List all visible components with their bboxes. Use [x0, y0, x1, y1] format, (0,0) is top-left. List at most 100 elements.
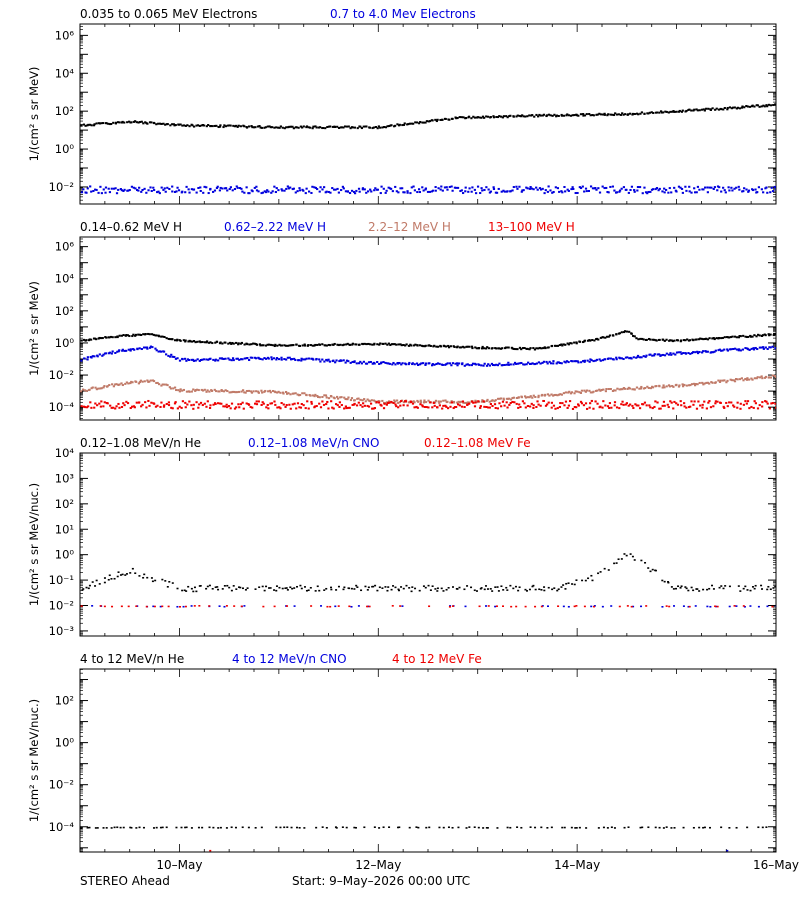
- data-point: [629, 403, 632, 406]
- data-point: [677, 385, 681, 388]
- data-point: [552, 360, 555, 363]
- data-point: [478, 605, 481, 608]
- data-point: [649, 338, 652, 341]
- data-point: [244, 588, 247, 591]
- data-point: [98, 583, 101, 585]
- data-point: [155, 334, 158, 337]
- data-point: [132, 120, 136, 123]
- data-point: [434, 189, 437, 192]
- data-point: [292, 187, 295, 190]
- data-point: [774, 585, 776, 587]
- data-point: [542, 113, 546, 116]
- data-point: [501, 400, 505, 403]
- data-point: [723, 379, 726, 382]
- data-point: [184, 124, 187, 127]
- data-point: [662, 338, 665, 341]
- data-point: [635, 356, 638, 359]
- data-point: [311, 344, 314, 347]
- data-point: [217, 827, 220, 829]
- data-point: [316, 343, 319, 346]
- data-point: [415, 362, 419, 365]
- data-point: [429, 344, 432, 347]
- data-point: [739, 407, 742, 410]
- data-point: [643, 112, 646, 115]
- data-point: [627, 113, 630, 116]
- data-point: [418, 363, 422, 366]
- data-point: [184, 191, 187, 194]
- data-point: [774, 333, 776, 336]
- data-point: [589, 358, 592, 361]
- data-point: [511, 347, 514, 350]
- data-point: [506, 826, 509, 829]
- legend-entry: 0.12–1.08 MeV/n CNO: [248, 436, 379, 450]
- data-point: [575, 827, 578, 829]
- data-point: [743, 605, 746, 608]
- data-point: [670, 353, 673, 356]
- data-point: [531, 362, 534, 365]
- data-point: [356, 397, 359, 400]
- data-point: [114, 351, 117, 354]
- data-point: [130, 185, 134, 188]
- data-point: [648, 337, 651, 340]
- data-point: [145, 346, 149, 349]
- data-point: [402, 344, 405, 347]
- data-point: [153, 122, 156, 125]
- data-point: [756, 376, 759, 379]
- data-point: [617, 558, 620, 561]
- data-point: [647, 112, 650, 115]
- data-point: [520, 826, 523, 829]
- data-point: [515, 115, 518, 118]
- data-point: [673, 400, 676, 403]
- data-point: [195, 590, 198, 593]
- data-point: [327, 190, 330, 193]
- data-point: [362, 360, 365, 363]
- data-point: [599, 405, 602, 408]
- data-point: [239, 586, 242, 589]
- data-point: [435, 345, 438, 348]
- data-point: [562, 114, 566, 117]
- data-point: [574, 192, 577, 195]
- data-point: [570, 391, 574, 394]
- data-point: [696, 185, 700, 188]
- data-point: [595, 188, 598, 191]
- data-point: [529, 826, 532, 828]
- data-point: [135, 380, 138, 383]
- data-point: [494, 399, 497, 402]
- data-point: [284, 587, 287, 590]
- series-3: [209, 849, 212, 852]
- data-point: [147, 332, 150, 335]
- data-point: [561, 191, 564, 194]
- data-point: [341, 344, 344, 347]
- data-point: [600, 388, 603, 391]
- data-point: [157, 122, 160, 125]
- data-point: [640, 605, 643, 608]
- data-point: [315, 126, 318, 129]
- data-point: [602, 336, 605, 339]
- data-point: [526, 347, 529, 350]
- data-points: [80, 826, 768, 852]
- data-point: [82, 123, 86, 126]
- data-point: [155, 123, 158, 126]
- data-point: [138, 381, 142, 384]
- data-point: [392, 361, 395, 364]
- data-point: [461, 400, 465, 403]
- data-point: [739, 349, 742, 352]
- data-point: [680, 187, 684, 190]
- data-point: [416, 406, 419, 409]
- data-point: [473, 826, 476, 829]
- data-point: [253, 356, 257, 359]
- data-point: [737, 349, 740, 352]
- data-point: [80, 827, 83, 829]
- data-point: [658, 407, 661, 410]
- data-point: [418, 344, 422, 347]
- data-point: [422, 362, 425, 365]
- data-point: [141, 188, 144, 191]
- data-point: [566, 113, 569, 116]
- data-point: [313, 405, 317, 408]
- data-point: [110, 578, 113, 580]
- data-point: [503, 363, 506, 366]
- data-point: [747, 378, 751, 381]
- data-point: [496, 407, 499, 410]
- data-point: [434, 186, 437, 189]
- data-point: [405, 584, 408, 587]
